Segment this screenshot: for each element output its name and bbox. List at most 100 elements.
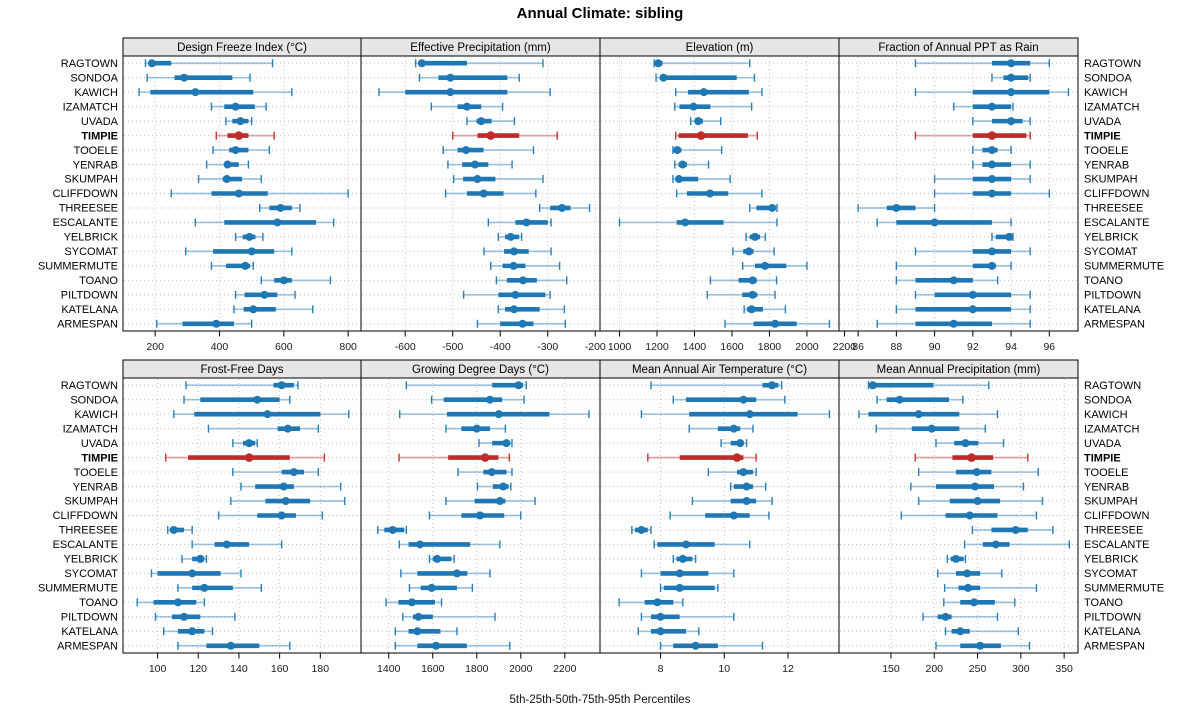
percentile-row-yelbrick (946, 554, 967, 563)
panel-effective-precipitation-mm: Effective Precipitation (mm) -600 -500 -400… (360, 37, 606, 353)
median-dot (471, 160, 480, 169)
median-dot (968, 305, 977, 314)
median-dot (222, 175, 231, 184)
site-label-right-kawich: KAWICH (1084, 409, 1128, 421)
percentile-row-threesee (538, 203, 591, 212)
site-label-right-sondoa: SONDOA (1084, 394, 1132, 406)
site-label-left-escalante: ESCALANTE (53, 539, 118, 551)
percentile-row-toano (260, 276, 332, 285)
percentile-row-timpie (452, 131, 558, 140)
percentile-row-armespan (659, 641, 764, 650)
median-dot (446, 88, 455, 97)
median-dot (1007, 88, 1016, 97)
median-dot (231, 146, 240, 155)
percentile-row-armespan (476, 319, 567, 328)
site-label-left-summermute: SUMMERMUTE (38, 583, 118, 595)
percentile-row-armespan (177, 641, 291, 650)
median-dot (654, 59, 663, 68)
percentile-row-izamatch (210, 102, 267, 111)
median-dot (987, 146, 996, 155)
median-dot (236, 117, 245, 126)
median-dot (276, 203, 285, 212)
percentile-row-yenrab (447, 160, 513, 169)
site-label-left-yelbrick: YELBRICK (64, 554, 119, 566)
site-label-left-skumpah: SKUMPAH (64, 496, 118, 508)
percentile-row-uvada (225, 117, 253, 126)
percentile-row-katelana (497, 305, 566, 314)
site-label-right-timpie: TIMPIE (1084, 452, 1121, 464)
median-dot (273, 218, 282, 227)
percentile-row-threesee (258, 203, 301, 212)
site-label-left-piltdown: PILTDOWN (61, 290, 118, 302)
median-dot (509, 247, 518, 256)
percentile-row-piltdown (154, 612, 236, 621)
panel-plot-area (122, 377, 362, 654)
axis-tick-label: -200 (585, 341, 606, 353)
percentile-row-yenrab (205, 160, 250, 169)
median-dot (477, 117, 486, 126)
median-dot (223, 160, 232, 169)
axis-tick-label: 160 (271, 663, 289, 675)
median-dot (706, 189, 715, 198)
percentile-row-katelana (944, 627, 1019, 636)
axis-tick-label: 1800 (758, 341, 782, 353)
axis-tick-label: 86 (852, 341, 864, 353)
percentile-row-sondoa (655, 73, 756, 82)
site-label-right-piltdown: PILTDOWN (1084, 290, 1141, 302)
median-dot (696, 131, 706, 140)
axis-tick-label: 350 (1055, 663, 1073, 675)
median-dot (241, 261, 250, 270)
percentile-row-escalante (963, 540, 1071, 549)
percentile-row-yenrab (476, 482, 512, 491)
axis-tick-label: 800 (339, 341, 357, 353)
median-dot (991, 540, 1000, 549)
percentile-row-piltdown (640, 612, 735, 621)
median-dot (987, 261, 996, 270)
site-label-left-piltdown: PILTDOWN (61, 612, 118, 624)
site-label-right-yenrab: YENRAB (1084, 159, 1129, 171)
site-label-left-kawich: KAWICH (74, 87, 118, 99)
median-dot (191, 88, 200, 97)
median-dot (689, 102, 698, 111)
site-label-left-threesee: THREESEE (59, 525, 118, 537)
percentile-row-uvada (720, 439, 748, 448)
axis-tick-label: 100 (149, 663, 167, 675)
median-dot (963, 569, 972, 578)
median-dot (511, 290, 520, 299)
percentile-row-tooele (442, 146, 535, 155)
percentile-row-timpie (165, 453, 326, 462)
median-dot (1007, 59, 1016, 68)
site-label-left-cliffdown: CLIFFDOWN (53, 510, 118, 522)
median-dot (476, 511, 485, 520)
percentile-row-armespan (394, 641, 511, 650)
median-dot (452, 569, 461, 578)
median-dot (499, 482, 508, 491)
median-dot (732, 453, 742, 462)
percentile-row-escalante (191, 540, 283, 549)
percentile-row-summermute (408, 583, 474, 592)
median-dot (691, 641, 700, 650)
axis-tick-label: 1600 (720, 341, 744, 353)
site-label-left-ragtown: RAGTOWN (61, 380, 118, 392)
percentile-row-kawich (675, 88, 763, 97)
percentile-row-izamatch (688, 424, 754, 433)
median-dot (234, 189, 243, 198)
median-dot (972, 468, 981, 477)
median-dot (739, 395, 748, 404)
percentile-row-skumpah (691, 497, 773, 506)
percentile-row-cliffdown (444, 189, 537, 198)
axis-tick-label: 92 (967, 341, 979, 353)
site-label-right-armespan: ARMESPAN (1084, 640, 1145, 652)
median-dot (914, 410, 923, 419)
site-label-right-summermute: SUMMERMUTE (1084, 261, 1164, 273)
percentile-row-tooele (672, 146, 723, 155)
percentile-row-katelana (743, 305, 787, 314)
percentile-row-ragtown (653, 59, 751, 68)
site-label-right-escalante: ESCALANTE (1084, 539, 1149, 551)
axis-tick-label: -600 (395, 341, 416, 353)
median-dot (522, 218, 531, 227)
percentile-row-summermute (659, 583, 719, 592)
median-dot (283, 424, 292, 433)
axis-tick-label: 140 (230, 663, 248, 675)
